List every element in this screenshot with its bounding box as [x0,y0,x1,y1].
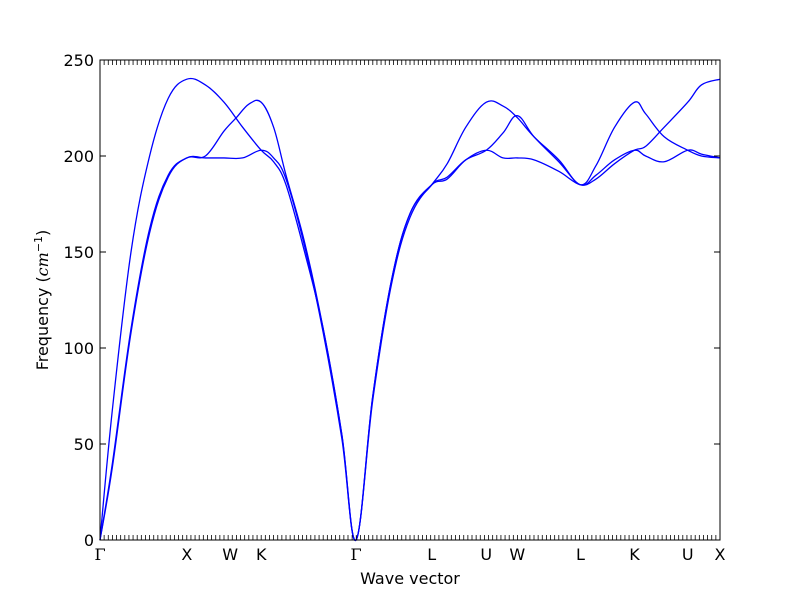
axis-ticks [99,59,721,541]
x-tick-label: K [256,545,267,564]
y-axis-label-prefix: Frequency ( [33,276,52,370]
y-tick-label: 200 [63,147,94,166]
x-tick-label: X [715,545,726,564]
y-axis-label: Frequency (cm−1) [32,230,53,371]
y-axis-label-sup: −1 [32,236,45,252]
y-axis-label-math: cm [33,252,52,276]
y-tick-label: 150 [63,243,94,262]
y-axis-label-suffix: ) [33,230,52,236]
x-tick-label: X [181,545,192,564]
dispersion-curves [99,77,721,541]
x-tick-label: Γ [351,545,362,564]
x-tick-label: L [576,545,585,564]
y-tick-label: 100 [63,339,94,358]
x-tick-label: K [629,545,640,564]
x-tick-label: U [480,545,492,564]
x-tick-label: Γ [94,545,105,564]
x-tick-label: W [509,545,525,564]
y-tick-label: 50 [74,435,94,454]
y-tick-label: 250 [63,51,94,70]
y-tick-label: 0 [84,531,94,550]
x-tick-label: U [682,545,694,564]
dispersion-branch-3 [99,115,721,541]
x-axis-label: Wave vector [360,569,460,588]
x-tick-label: W [222,545,238,564]
x-tick-label: L [427,545,436,564]
